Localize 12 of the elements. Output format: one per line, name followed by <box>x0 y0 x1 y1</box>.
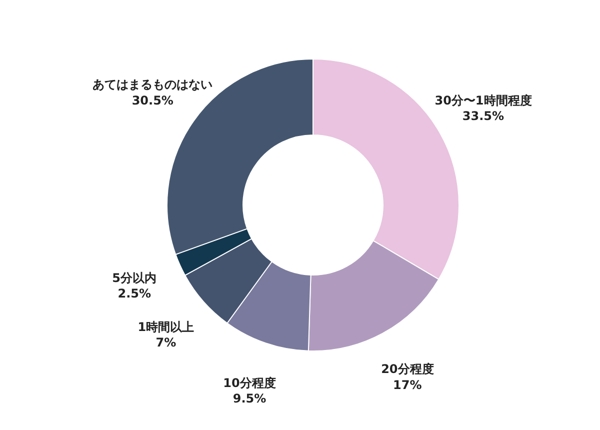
data-label: 30.5% <box>132 93 174 108</box>
slice-label: 30分〜1時間程度 <box>434 93 532 108</box>
slice-label: 1時間以上 <box>138 320 194 334</box>
data-label: 17% <box>393 378 422 392</box>
slice-label: あてはまるものはない <box>92 78 213 92</box>
slice-label: 10分程度 <box>223 376 276 390</box>
data-label: 33.5% <box>462 108 504 123</box>
slice-label: 5分以内 <box>112 271 157 286</box>
data-label: 9.5% <box>232 391 266 406</box>
data-label: 2.5% <box>118 286 152 301</box>
slice-label: 20分程度 <box>381 362 434 376</box>
data-label: 7% <box>156 336 176 350</box>
